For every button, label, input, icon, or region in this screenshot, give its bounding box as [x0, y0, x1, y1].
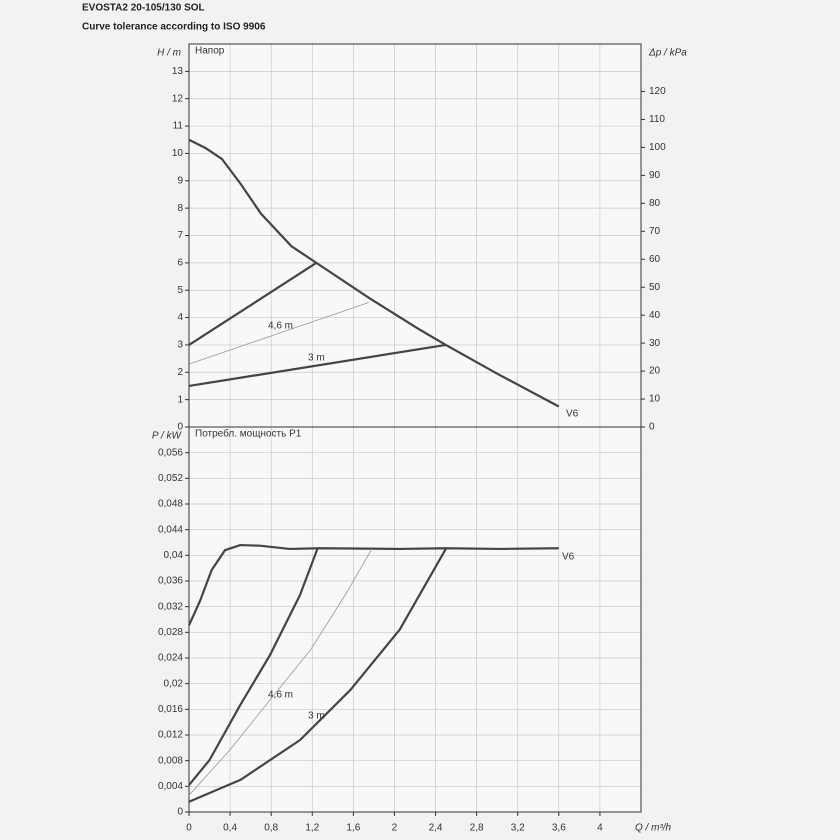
plot-area	[189, 427, 641, 812]
y2-tick-label: 20	[649, 366, 661, 377]
y2-tick-label: 90	[649, 170, 661, 181]
x-tick-label: 0	[186, 823, 192, 834]
curve	[188, 343, 446, 388]
y2-tick-label: 10	[649, 394, 661, 405]
y-tick-label: 13	[172, 66, 184, 77]
x-tick-label: 2,8	[470, 823, 484, 834]
y-tick-label: 12	[172, 93, 184, 104]
y-tick-label: 0,004	[158, 781, 183, 792]
plot-title: Напор	[195, 46, 225, 57]
y2-tick-label: 100	[649, 142, 666, 153]
y-tick-label: 0,024	[158, 653, 183, 664]
y-tick-label: 5	[177, 285, 183, 296]
x-tick-label: 0,8	[264, 823, 278, 834]
y-tick-label: 0,028	[158, 627, 183, 638]
y2-tick-label: 60	[649, 254, 661, 265]
y2-axis-label: Δp / kPa	[648, 48, 687, 59]
curve	[188, 261, 317, 346]
y-tick-label: 8	[177, 203, 183, 214]
y-tick-label: 0,032	[158, 601, 183, 612]
series-label: V6	[562, 552, 575, 563]
y-tick-label: 0,04	[164, 550, 184, 561]
y2-tick-label: 80	[649, 198, 661, 209]
curve	[188, 548, 319, 786]
x-tick-label: 3,2	[511, 823, 525, 834]
series-label: 3 m	[308, 711, 325, 722]
title: EVOSTA2 20-105/130 SOL	[82, 3, 205, 14]
curve	[187, 543, 559, 626]
curve	[188, 302, 369, 365]
series-label: 4,6 m	[268, 321, 293, 332]
y-tick-label: 7	[177, 230, 183, 241]
x-tick-label: 4	[597, 823, 603, 834]
x-tick-label: 2,4	[429, 823, 443, 834]
y-tick-label: 0,016	[158, 704, 183, 715]
y-tick-label: 9	[177, 175, 183, 186]
y-tick-label: 0,056	[158, 447, 183, 458]
y-tick-label: 0,036	[158, 576, 183, 587]
plot-title: Потребл. мощность P1	[195, 428, 302, 440]
y-tick-label: 10	[172, 148, 184, 159]
y-tick-label: 6	[177, 257, 183, 268]
x-tick-label: 2	[392, 823, 398, 834]
y-tick-label: 0,048	[158, 499, 183, 510]
series-label: 3 m	[308, 353, 325, 364]
y-tick-label: 4	[177, 312, 183, 323]
y-axis-label: H / m	[157, 48, 181, 59]
series-label: 4,6 m	[268, 690, 293, 701]
y2-tick-label: 0	[649, 422, 655, 433]
y-tick-label: 0,052	[158, 473, 183, 484]
x-tick-label: 3,6	[552, 823, 566, 834]
y-tick-label: 1	[177, 394, 183, 405]
y2-tick-label: 30	[649, 338, 661, 349]
y-tick-label: 11	[173, 121, 184, 132]
y2-tick-label: 120	[649, 86, 666, 97]
x-tick-label: 1,6	[346, 823, 360, 834]
y2-tick-label: 40	[649, 310, 661, 321]
y-tick-label: 0	[177, 422, 183, 433]
y-tick-label: 2	[177, 367, 183, 378]
y-axis-label: P / kW	[152, 431, 183, 442]
plot-frame	[188, 426, 642, 813]
y2-tick-label: 110	[649, 114, 665, 125]
curve	[188, 548, 373, 796]
subtitle: Curve tolerance according to ISO 9906	[82, 22, 266, 33]
x-axis-label: Q / m³/h	[635, 823, 672, 834]
x-tick-label: 0,4	[223, 823, 237, 834]
y-tick-label: 3	[177, 340, 183, 351]
series-label: V6	[566, 409, 579, 420]
y-tick-label: 0,008	[158, 755, 183, 766]
y-tick-label: 0	[177, 807, 183, 818]
y2-tick-label: 70	[649, 226, 661, 237]
curve	[188, 138, 560, 408]
curve	[188, 548, 447, 803]
y2-tick-label: 50	[649, 282, 661, 293]
y-tick-label: 0,012	[158, 730, 183, 741]
y-tick-label: 0,02	[164, 678, 184, 689]
y-tick-label: 0,044	[158, 524, 183, 535]
x-tick-label: 1,2	[305, 823, 319, 834]
